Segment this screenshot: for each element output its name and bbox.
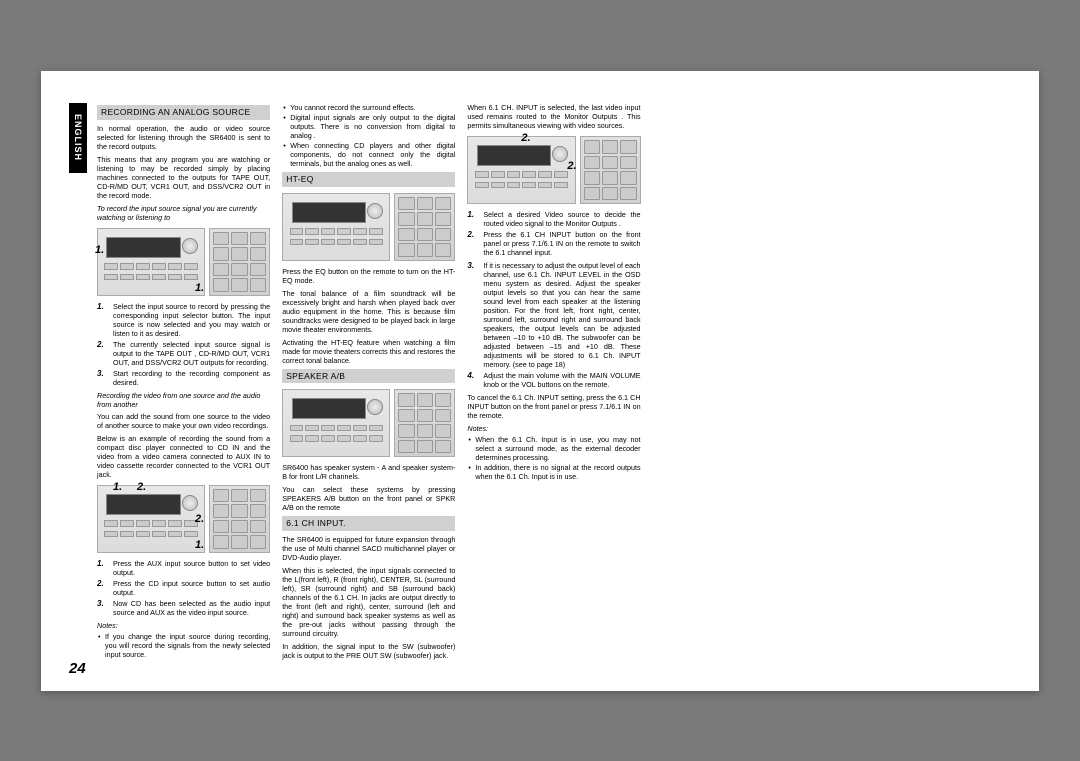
note-item: You cannot record the surround effects. (282, 103, 455, 112)
content-columns: RECORDING AN ANALOG SOURCE In normal ope… (97, 103, 1011, 661)
callout: 2. (567, 160, 576, 174)
heading-recording: RECORDING AN ANALOG SOURCE (97, 105, 270, 120)
para: Press the EQ button on the remote to tur… (282, 267, 455, 285)
list-item: Adjust the main volume with the MAIN VOL… (483, 371, 640, 389)
callout: 2. (521, 132, 530, 146)
note-item: When connecting CD players and other dig… (282, 141, 455, 168)
heading-chinput: 6.1 CH INPUT. (282, 516, 455, 531)
callout: 2. (137, 481, 146, 495)
para: Below is an example of recording the sou… (97, 434, 270, 479)
note-item: If you change the input source during re… (97, 632, 270, 659)
figure-hteq (282, 193, 455, 261)
para: You can select these systems by pressing… (282, 485, 455, 512)
numbered-list: 3.If it is necessary to adjust the outpu… (467, 261, 640, 389)
notes-label: Notes: (97, 621, 270, 630)
para: When this is selected, the input signals… (282, 566, 455, 638)
list-item: Press the 6.1 CH INPUT button on the fro… (483, 230, 640, 257)
callout: 1. (195, 539, 204, 553)
heading-speaker: SPEAKER A/B (282, 369, 455, 384)
callout: 1. (95, 244, 104, 258)
numbered-list: 1.Select a desired Video source to decid… (467, 210, 640, 257)
figure-recording-2: 1. 2. 2. 1. (97, 485, 270, 553)
para: You can add the sound from one source to… (97, 412, 270, 430)
callout: 1. (195, 282, 204, 296)
list-item: Press the AUX input source button to set… (113, 559, 270, 577)
notes-list: When the 6.1 Ch. Input is in use, you ma… (467, 435, 640, 481)
para: This means that any program you are watc… (97, 155, 270, 200)
para: In normal operation, the audio or video … (97, 124, 270, 151)
list-item: Press the CD input source button to set … (113, 579, 270, 597)
list-item: Select the input source to record by pre… (113, 302, 270, 338)
italic-subhead: Recording the video from one source and … (97, 391, 270, 409)
figure-recording-1: 1. 1. (97, 228, 270, 296)
list-item: Now CD has been selected as the audio in… (113, 599, 270, 617)
para: The SR6400 is equipped for future expans… (282, 535, 455, 562)
manual-page: ENGLISH RECORDING AN ANALOG SOURCE In no… (41, 71, 1039, 691)
para: In addition, the signal input to the SW … (282, 642, 455, 660)
heading-hteq: HT-EQ (282, 172, 455, 187)
list-item: If it is necessary to adjust the output … (483, 261, 640, 369)
list-item: Select a desired Video source to decide … (483, 210, 640, 228)
note-item: In addition, there is no signal at the r… (467, 463, 640, 481)
callout: 1. (113, 481, 122, 495)
list-item: The currently selected input source sign… (113, 340, 270, 367)
note-item: Digital input signals are only output to… (282, 113, 455, 140)
callout: 2. (195, 513, 204, 527)
language-tab: ENGLISH (69, 103, 87, 173)
figure-speaker (282, 389, 455, 457)
para: To cancel the 6.1 Ch. INPUT setting, pre… (467, 393, 640, 420)
page-number: 24 (69, 660, 86, 677)
para: SR6400 has speaker system - A and speake… (282, 463, 455, 481)
figure-chinput: 2. 2. (467, 136, 640, 204)
numbered-list: 1.Select the input source to record by p… (97, 302, 270, 387)
para: When 6.1 CH. INPUT is selected, the last… (467, 103, 640, 130)
para: Activating the HT-EQ feature when watchi… (282, 338, 455, 365)
para: The tonal balance of a film soundtrack w… (282, 289, 455, 334)
note-item: When the 6.1 Ch. Input is in use, you ma… (467, 435, 640, 462)
list-item: Start recording to the recording compone… (113, 369, 270, 387)
notes-label: Notes: (467, 424, 640, 433)
numbered-list: 1.Press the AUX input source button to s… (97, 559, 270, 617)
italic-subhead: To record the input source signal you ar… (97, 204, 270, 222)
